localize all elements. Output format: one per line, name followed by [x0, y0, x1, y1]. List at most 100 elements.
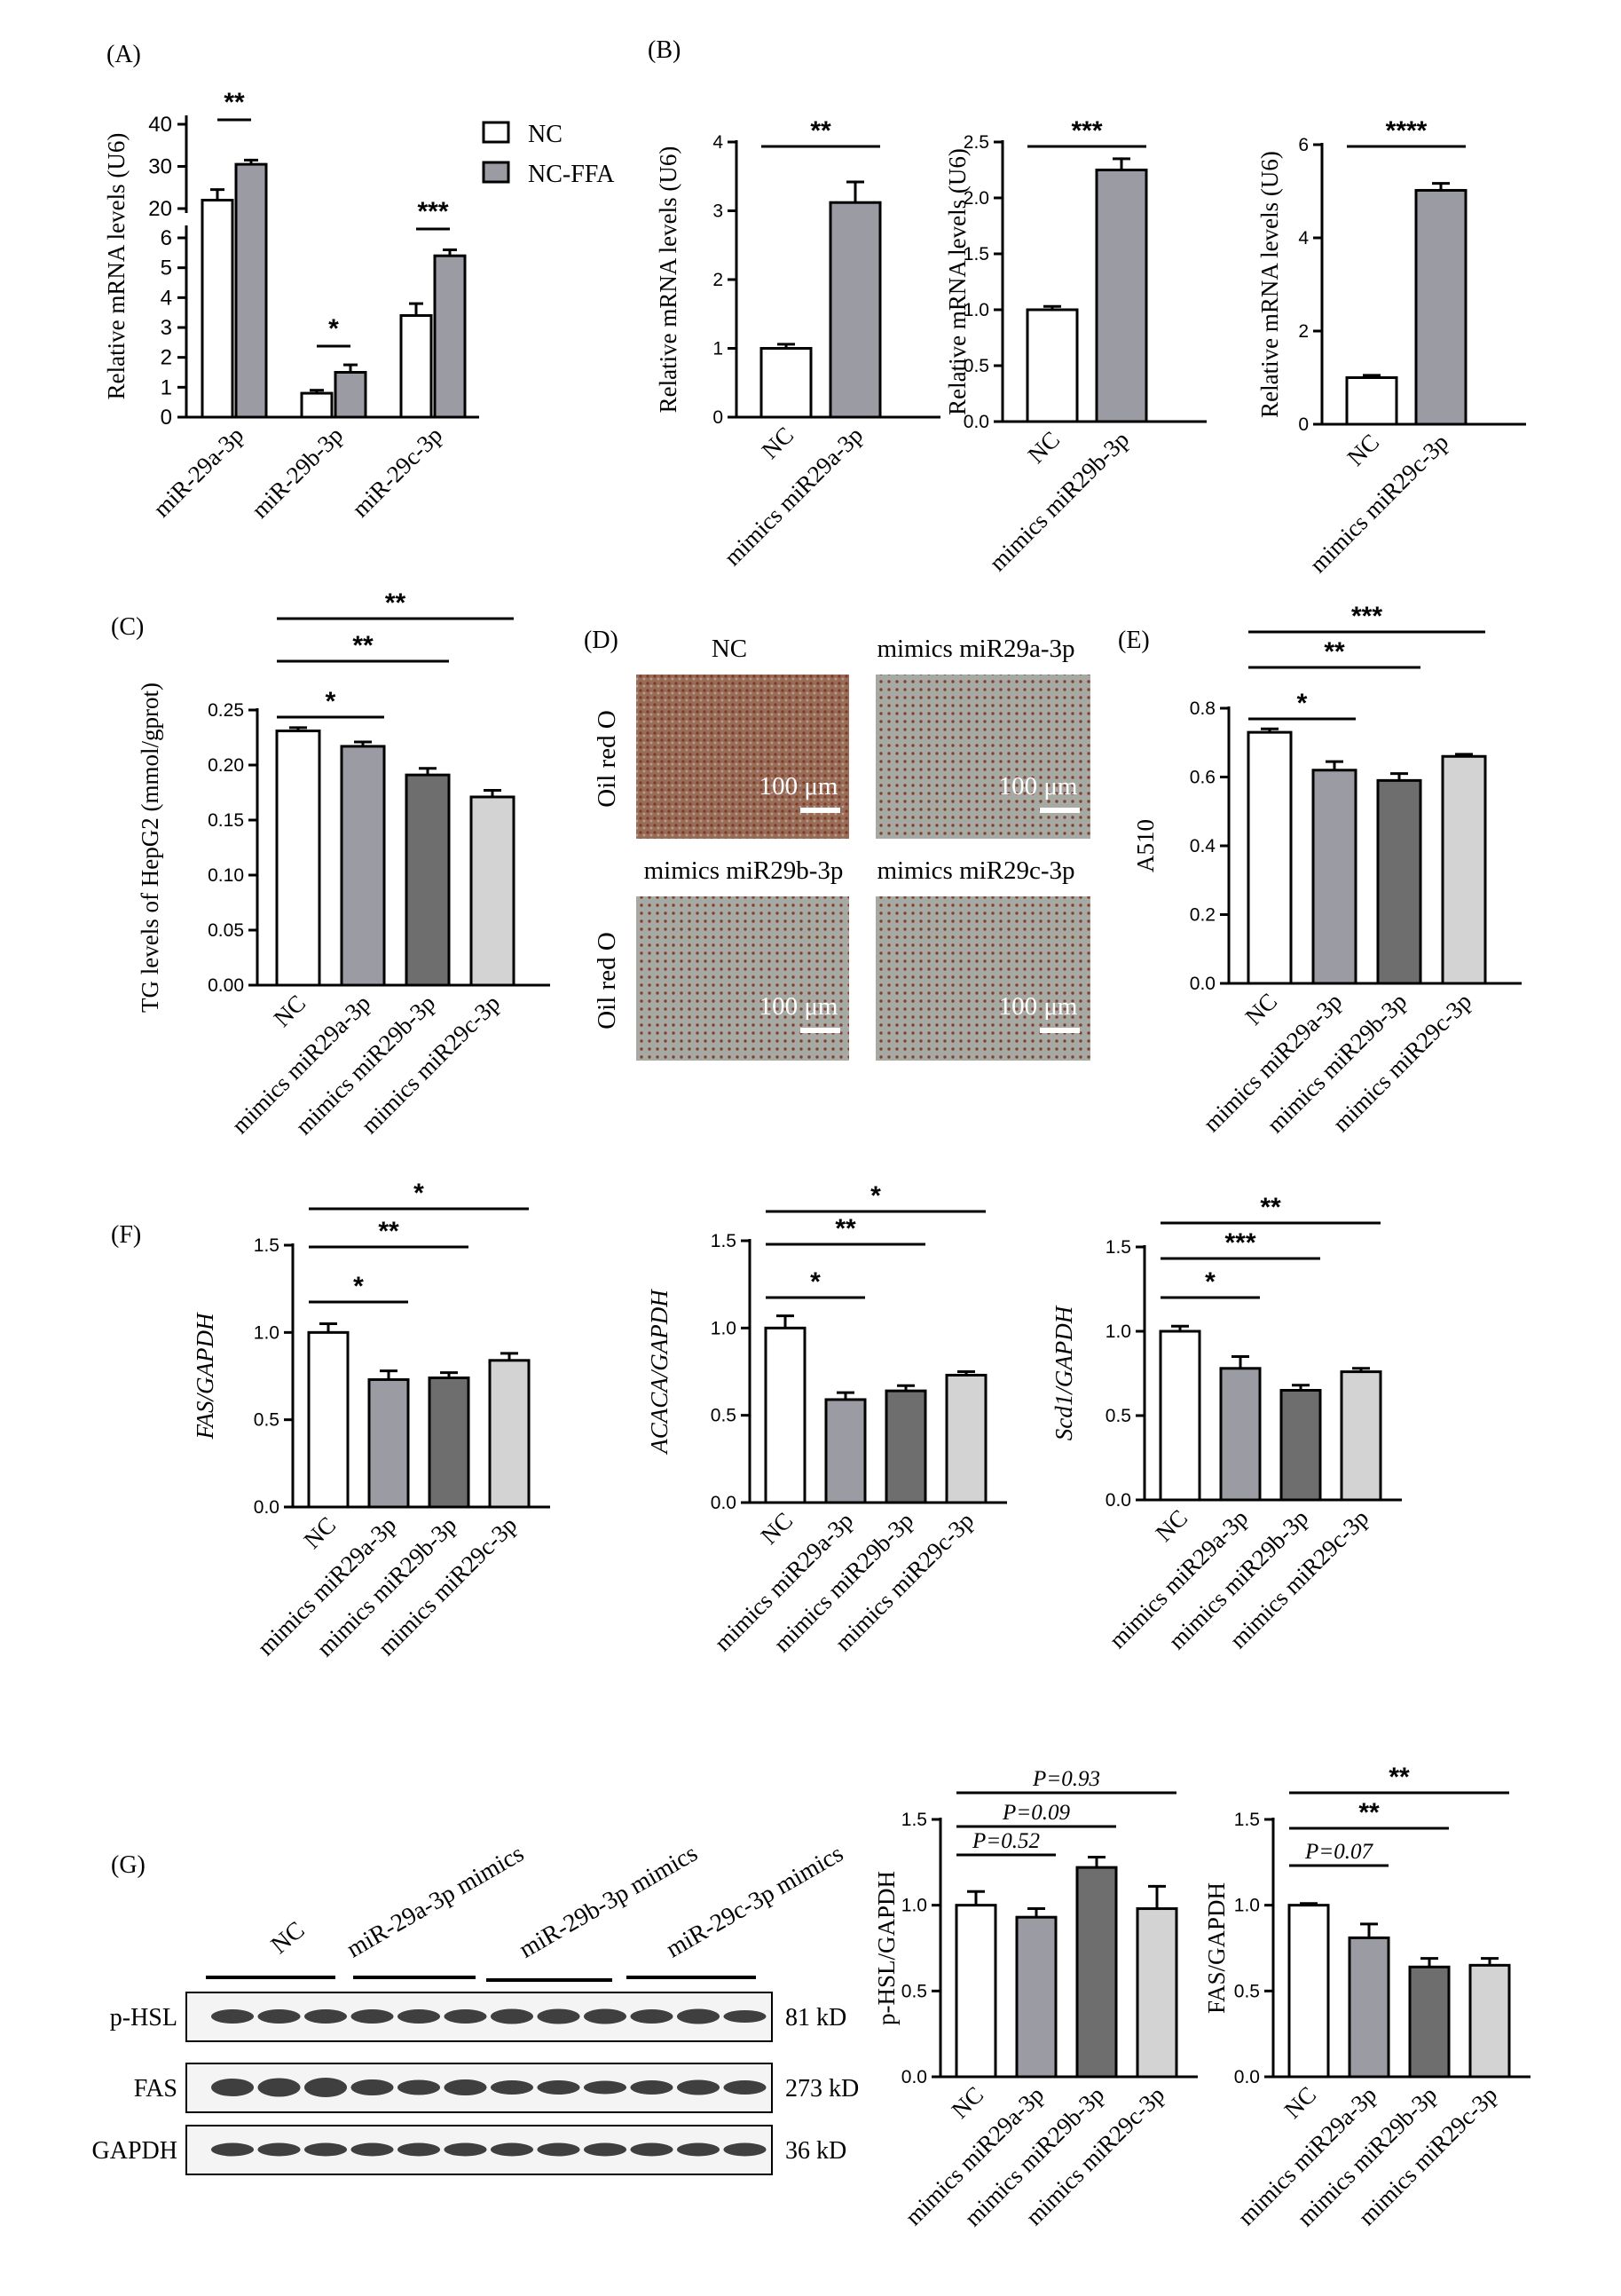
y-tick-label: 1.0	[964, 300, 989, 320]
micrograph-mir29c	[876, 896, 1090, 1061]
blot-group-nc: NC	[266, 1916, 311, 1960]
blot-bands	[211, 2008, 767, 2157]
y-tick-label: 1	[712, 339, 723, 359]
bar	[1247, 730, 1293, 985]
stain-label-1: Oil red O	[593, 710, 621, 808]
significance-label: *	[1297, 689, 1308, 718]
bar	[1441, 754, 1487, 985]
significance-label: **	[835, 1214, 856, 1243]
significance-label: **	[224, 88, 245, 117]
bar	[1279, 1389, 1322, 1502]
significance-label: *	[328, 314, 339, 343]
blot-band	[584, 2008, 626, 2024]
bar	[1311, 769, 1357, 985]
bar	[1340, 1370, 1382, 1502]
significance-label: *	[353, 1272, 364, 1301]
significance-label: ***	[1071, 116, 1102, 146]
y-tick-label: 0.4	[1190, 836, 1216, 856]
bar	[1348, 1936, 1390, 2079]
bar	[824, 1398, 867, 1504]
significance-label: **	[1358, 1798, 1380, 1827]
panel-label-e: (E)	[1118, 627, 1150, 654]
blot-row-fas: FAS	[134, 2075, 177, 2103]
blot-band	[444, 2079, 487, 2095]
y-tick-label: 0.8	[1190, 698, 1216, 719]
blot-band	[257, 2078, 301, 2097]
bar	[759, 347, 813, 419]
y-tick-label: 4	[1298, 228, 1309, 249]
panel-label-d: (D)	[584, 627, 618, 654]
bar	[1287, 1904, 1330, 2079]
blot-band	[350, 2079, 394, 2095]
significance-label: **	[1324, 637, 1345, 667]
blot-band	[677, 2142, 720, 2157]
y-axis-label: FAS/GAPDH	[1203, 1882, 1230, 2014]
y-tick-label: 2	[1298, 321, 1309, 342]
bar	[488, 1359, 531, 1509]
panel-d-images: NC mimics miR29a-3p mimics miR29b-3p mim…	[593, 635, 1090, 1061]
blot-size-gapdh: 36 kD	[785, 2137, 846, 2165]
micrograph-mir29b	[636, 896, 849, 1061]
y-tick-label: 3	[712, 201, 723, 222]
blot-band	[630, 2080, 673, 2095]
y-tick-label: 0.5	[254, 1410, 279, 1431]
legend-swatch-nc-ffa	[482, 161, 510, 184]
panel-label-g: (G)	[111, 1851, 146, 1879]
y-axis-label: TG levels of HepG2 (mmol/gprot)	[137, 682, 163, 1013]
category-label: NC	[1151, 1504, 1193, 1547]
chart-a-bars: ** miR-29a-3p * miR-29b-3p *** miR-29c-3p	[148, 88, 467, 524]
bar	[234, 162, 268, 419]
significance-label: ***	[417, 197, 448, 226]
category-label: NC	[269, 990, 311, 1032]
bar	[1095, 169, 1148, 423]
y-tick-label: 4	[161, 286, 172, 310]
blot-band	[491, 2142, 533, 2157]
significance-label: *	[1205, 1267, 1216, 1297]
y-axis-label: p-HSL/GAPDH	[873, 1871, 900, 2025]
bar	[945, 1373, 988, 1504]
y-tick-label: 0	[712, 407, 723, 428]
y-tick-label: 1.0	[254, 1322, 279, 1343]
bar	[201, 199, 234, 419]
bar	[1136, 1907, 1178, 2079]
scale-label-3: 100 μm	[759, 992, 838, 1021]
y-tick-label: 0.5	[1234, 1981, 1260, 2001]
y-axis-label: Relative mRNA levels (U6)	[1256, 151, 1283, 418]
y-tick-label: 0.20	[208, 755, 244, 776]
legend-label-nc: NC	[528, 121, 563, 148]
blot-band	[304, 2009, 347, 2024]
blot-band	[257, 2009, 301, 2024]
blot-band	[723, 2010, 767, 2023]
y-tick-label: 0.0	[964, 412, 989, 432]
bar	[433, 254, 467, 419]
bar	[469, 795, 515, 987]
blot-band	[444, 2142, 487, 2157]
blot-band	[491, 2008, 533, 2024]
significance-label: **	[810, 116, 831, 146]
category-label: NC	[1023, 426, 1066, 469]
y-tick-label: 0.0	[711, 1493, 736, 1513]
category-label: NC	[947, 2081, 989, 2124]
bar	[1414, 188, 1468, 426]
y-tick-label: 40	[148, 113, 172, 137]
micrograph-mir29a	[876, 675, 1090, 839]
y-tick-label: 0	[161, 406, 172, 430]
bar	[367, 1377, 410, 1509]
blot-band	[537, 2008, 580, 2024]
scale-label-1: 100 μm	[759, 772, 838, 801]
charts: 0 1 2 3 4 Relative mRNA levels (U6) NC mimics m…	[137, 116, 1531, 2231]
bar	[1376, 778, 1422, 985]
y-tick-label: 20	[148, 197, 172, 221]
blot-band	[304, 2078, 347, 2097]
y-tick-label: 1.5	[254, 1235, 279, 1256]
blot-band	[491, 2080, 533, 2095]
bar	[405, 773, 451, 987]
y-tick-label: 1.5	[964, 244, 989, 264]
blot-band	[723, 2080, 767, 2095]
blot-band	[397, 2009, 440, 2024]
y-tick-label: 1.0	[1106, 1322, 1131, 1342]
